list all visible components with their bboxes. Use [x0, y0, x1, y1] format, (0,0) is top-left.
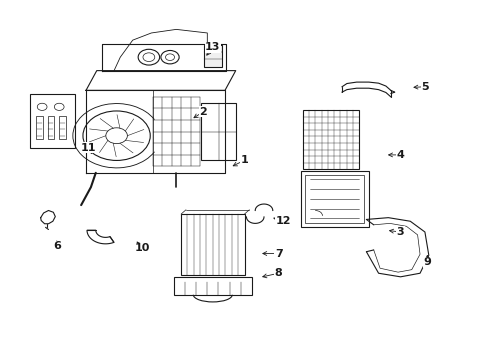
Text: 10: 10: [134, 243, 149, 253]
Bar: [47, 116, 54, 139]
Text: 12: 12: [275, 216, 291, 226]
Bar: [300, 171, 368, 226]
Text: 7: 7: [274, 248, 282, 258]
Bar: [201, 103, 236, 161]
Text: 13: 13: [204, 42, 220, 52]
Text: 6: 6: [53, 241, 61, 251]
Text: 1: 1: [240, 155, 248, 165]
Polygon shape: [87, 230, 114, 244]
Bar: [203, 45, 222, 67]
Text: 8: 8: [274, 268, 282, 278]
Bar: [36, 116, 42, 139]
Bar: [181, 214, 244, 275]
Text: 3: 3: [396, 227, 404, 237]
Bar: [305, 175, 363, 223]
Text: 4: 4: [396, 150, 404, 160]
Text: 2: 2: [199, 107, 206, 117]
Text: 5: 5: [420, 82, 428, 92]
Text: 9: 9: [423, 257, 430, 267]
Text: 11: 11: [81, 143, 96, 153]
Bar: [30, 94, 75, 148]
Bar: [303, 110, 358, 169]
Bar: [59, 116, 66, 139]
Bar: [173, 277, 251, 295]
